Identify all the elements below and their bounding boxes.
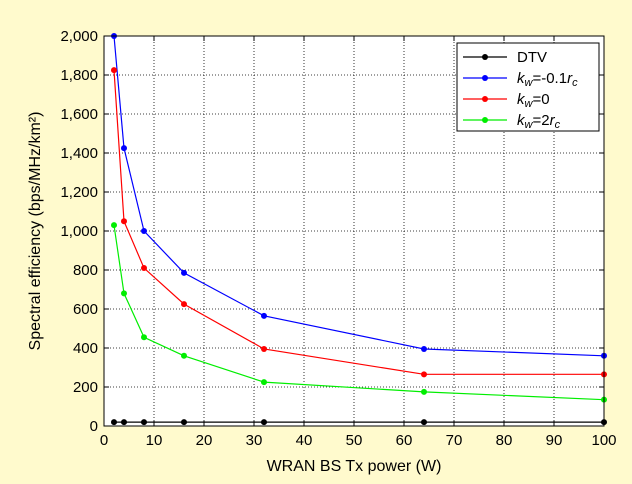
x-tick-labels: 0 10 20 30 40 50 60 70 80 90 100 — [100, 432, 617, 449]
y-tick-label: 800 — [73, 262, 98, 279]
legend-swatch-marker — [482, 96, 488, 102]
series-layer — [111, 33, 607, 426]
legend-entry: kw=0 — [463, 91, 550, 110]
series-1 — [111, 33, 607, 359]
y-tick-label: 1,000 — [60, 223, 98, 240]
data-point — [421, 345, 427, 352]
series-2 — [111, 67, 607, 378]
data-point — [421, 388, 427, 395]
data-point — [141, 419, 147, 426]
legend-box — [456, 42, 600, 132]
legend-label: kw=0 — [517, 91, 550, 110]
data-point — [181, 419, 187, 426]
data-point — [181, 301, 187, 308]
data-point — [261, 419, 267, 426]
legend-label: kw=2rc — [517, 112, 561, 131]
data-point — [261, 345, 267, 352]
y-tick-label: 400 — [73, 340, 98, 357]
series-0 — [111, 419, 607, 426]
x-tick-label: 50 — [346, 432, 363, 449]
legend-label: DTV — [517, 49, 547, 66]
data-point — [121, 218, 127, 225]
x-tick-label: 20 — [196, 432, 213, 449]
x-tick-label: 60 — [396, 432, 413, 449]
y-tick-label: 1,800 — [60, 67, 98, 84]
data-point — [181, 269, 187, 276]
y-tick-label: 1,600 — [60, 106, 98, 123]
data-point — [181, 352, 187, 359]
plot-frame — [103, 35, 605, 427]
data-point — [261, 379, 267, 386]
data-point — [141, 228, 147, 234]
data-point — [111, 67, 117, 74]
data-point — [111, 419, 117, 426]
y-tick-label: 1,400 — [60, 145, 98, 162]
y-tick-label: 0 — [90, 418, 98, 435]
legend-swatch-marker — [482, 75, 488, 81]
y-tick-label: 600 — [73, 301, 98, 318]
data-point — [121, 419, 127, 426]
grid — [104, 36, 604, 426]
legend-swatch-marker — [482, 54, 488, 60]
data-point — [121, 290, 127, 297]
legend: DTV kw=-0.1rc kw=0 kw=2rc — [456, 42, 600, 132]
x-tick-label: 10 — [146, 432, 163, 449]
y-tick-label: 1,200 — [60, 184, 98, 201]
legend-entry: kw=2rc — [463, 112, 561, 131]
data-point — [121, 145, 127, 152]
y-tick-labels: 0 200 400 600 800 1,000 1,200 1,400 1,600 1,800 2,… — [60, 28, 98, 435]
x-tick-label: 0 — [100, 432, 108, 449]
x-axis-label: WRAN BS Tx power (W) — [267, 458, 442, 475]
legend-label: kw=-0.1rc — [517, 70, 578, 89]
legend-entry: kw=-0.1rc — [463, 70, 578, 89]
x-tick-label: 40 — [296, 432, 313, 449]
x-tick-label: 90 — [546, 432, 563, 449]
data-point — [111, 222, 117, 229]
legend-entry: DTV — [463, 49, 547, 66]
x-tick-label: 70 — [446, 432, 463, 449]
data-point — [421, 419, 427, 426]
data-point — [141, 265, 147, 272]
x-tick-label: 30 — [246, 432, 263, 449]
x-tick-label: 100 — [591, 432, 616, 449]
data-point — [261, 312, 267, 319]
y-axis-label: Spectral efficiency (bps/MHz/km²) — [27, 112, 44, 351]
data-point — [421, 371, 427, 378]
y-tick-label: 200 — [73, 379, 98, 396]
legend-swatch-marker — [482, 117, 488, 123]
data-point — [141, 334, 147, 341]
y-tick-label: 2,000 — [60, 28, 98, 45]
x-tick-label: 80 — [496, 432, 513, 449]
